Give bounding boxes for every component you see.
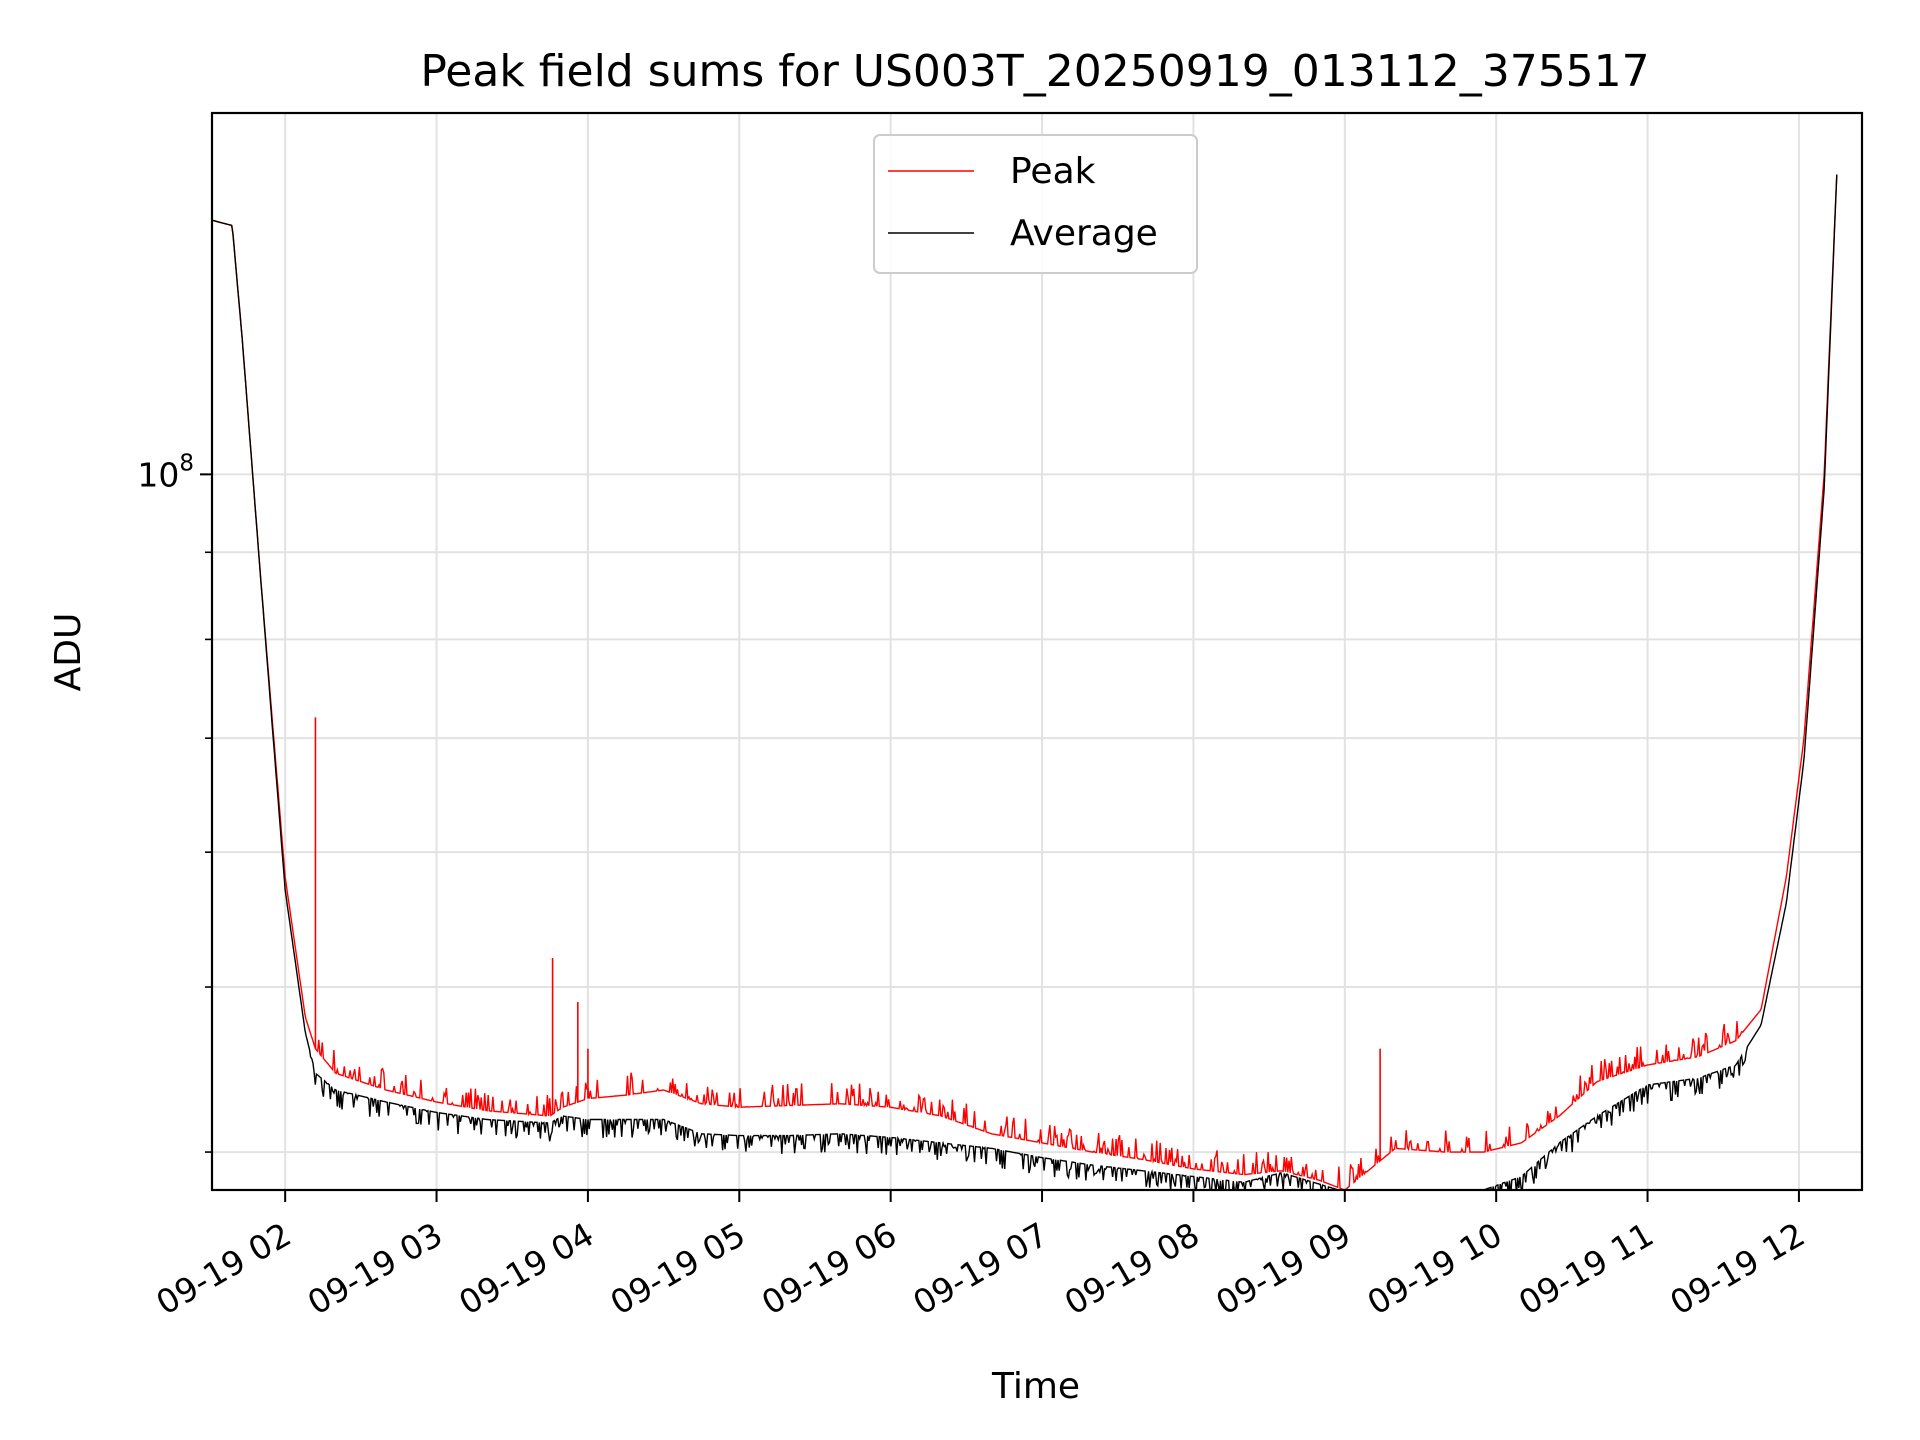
legend-label-average: Average (1010, 213, 1158, 254)
legend-box (873, 134, 1198, 274)
x-axis-label: Time (991, 1366, 1080, 1407)
legend: Peak Average (873, 134, 1198, 274)
series-layer (212, 174, 1838, 1190)
series-line-peak (212, 174, 1838, 1190)
chart-title: Peak field sums for US003T_20250919_0131… (420, 46, 1649, 97)
grid (212, 113, 1862, 1190)
y-tick-label: 108 (137, 450, 194, 494)
series-line-average (212, 174, 1838, 1190)
plot-frame (210, 111, 1864, 1192)
legend-label-peak: Peak (1010, 151, 1096, 192)
y-axis-label: ADU (48, 613, 89, 692)
